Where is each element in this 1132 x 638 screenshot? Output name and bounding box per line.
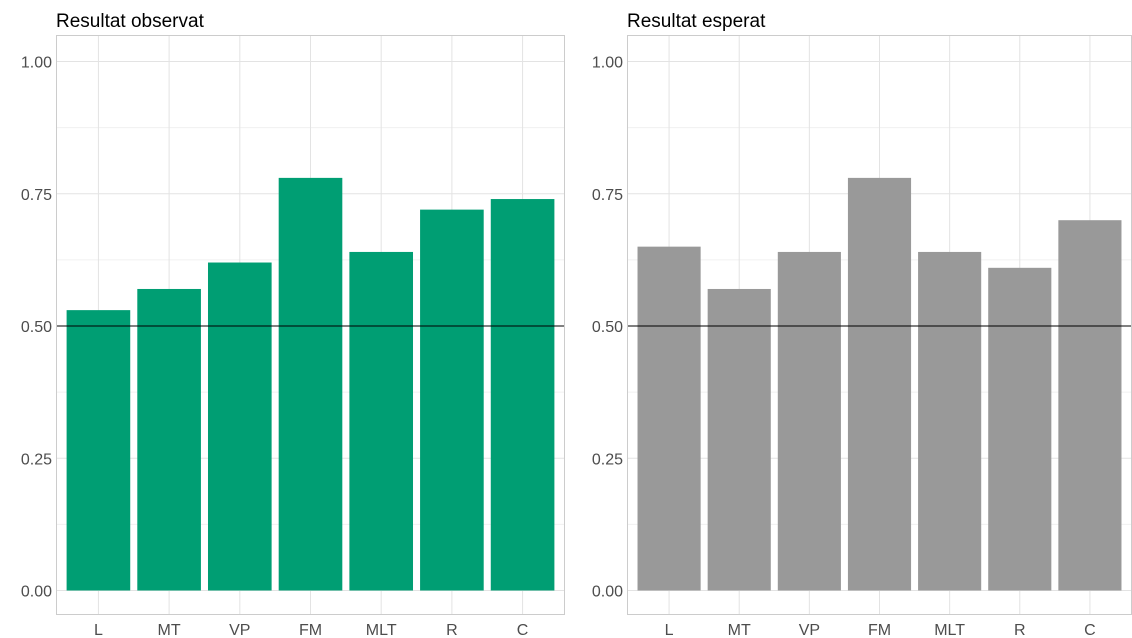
panel-title: Resultat esperat bbox=[627, 11, 766, 32]
y-tick-label: 0.75 bbox=[21, 187, 52, 204]
y-tick-label: 0.00 bbox=[592, 584, 623, 601]
bar-mlt bbox=[349, 251, 414, 591]
y-tick-label: 0.50 bbox=[21, 319, 52, 336]
x-tick-label: FM bbox=[299, 622, 322, 638]
y-tick-label: 0.25 bbox=[592, 451, 623, 468]
bar-c bbox=[1058, 220, 1122, 591]
bar-mt bbox=[707, 288, 771, 591]
bar-l bbox=[66, 310, 131, 591]
bar-vp bbox=[777, 251, 841, 591]
x-tick-label: R bbox=[446, 622, 458, 638]
y-tick-label: 0.75 bbox=[592, 187, 623, 204]
x-tick-label: C bbox=[1084, 622, 1096, 638]
y-tick-label: 0.50 bbox=[592, 319, 623, 336]
x-tick-label: C bbox=[517, 622, 529, 638]
x-tick-label: MT bbox=[158, 622, 181, 638]
bar-vp bbox=[207, 262, 272, 591]
bar-mlt bbox=[918, 251, 982, 591]
panel-expected: Resultat esperat 0.00 0.25 0.50 0.75 1.00 L MT… bbox=[592, 11, 1132, 638]
bar-r bbox=[988, 267, 1052, 591]
x-tick-label: L bbox=[665, 622, 674, 638]
panel-title: Resultat observat bbox=[56, 11, 205, 32]
x-tick-label: R bbox=[1014, 622, 1026, 638]
panel-border bbox=[56, 35, 565, 615]
y-tick-label: 0.00 bbox=[21, 584, 52, 601]
bar-r bbox=[420, 209, 484, 591]
x-tick-label: FM bbox=[868, 622, 891, 638]
y-tick-label: 1.00 bbox=[21, 55, 52, 72]
x-tick-label: VP bbox=[799, 622, 820, 638]
x-tick-label: L bbox=[94, 622, 103, 638]
bar-c bbox=[490, 199, 555, 591]
x-tick-label: MLT bbox=[366, 622, 397, 638]
bar-fm bbox=[847, 177, 912, 591]
bar-mt bbox=[137, 288, 201, 591]
x-tick-label: MLT bbox=[934, 622, 965, 638]
bar-l bbox=[637, 246, 701, 591]
panel-observed: Resultat observat 0.00 0.25 0.50 0.75 1.00 L M… bbox=[21, 11, 565, 638]
y-tick-label: 1.00 bbox=[592, 55, 623, 72]
x-tick-label: VP bbox=[229, 622, 250, 638]
x-tick-label: MT bbox=[728, 622, 751, 638]
bar-fm bbox=[278, 177, 343, 591]
y-tick-label: 0.25 bbox=[21, 451, 52, 468]
